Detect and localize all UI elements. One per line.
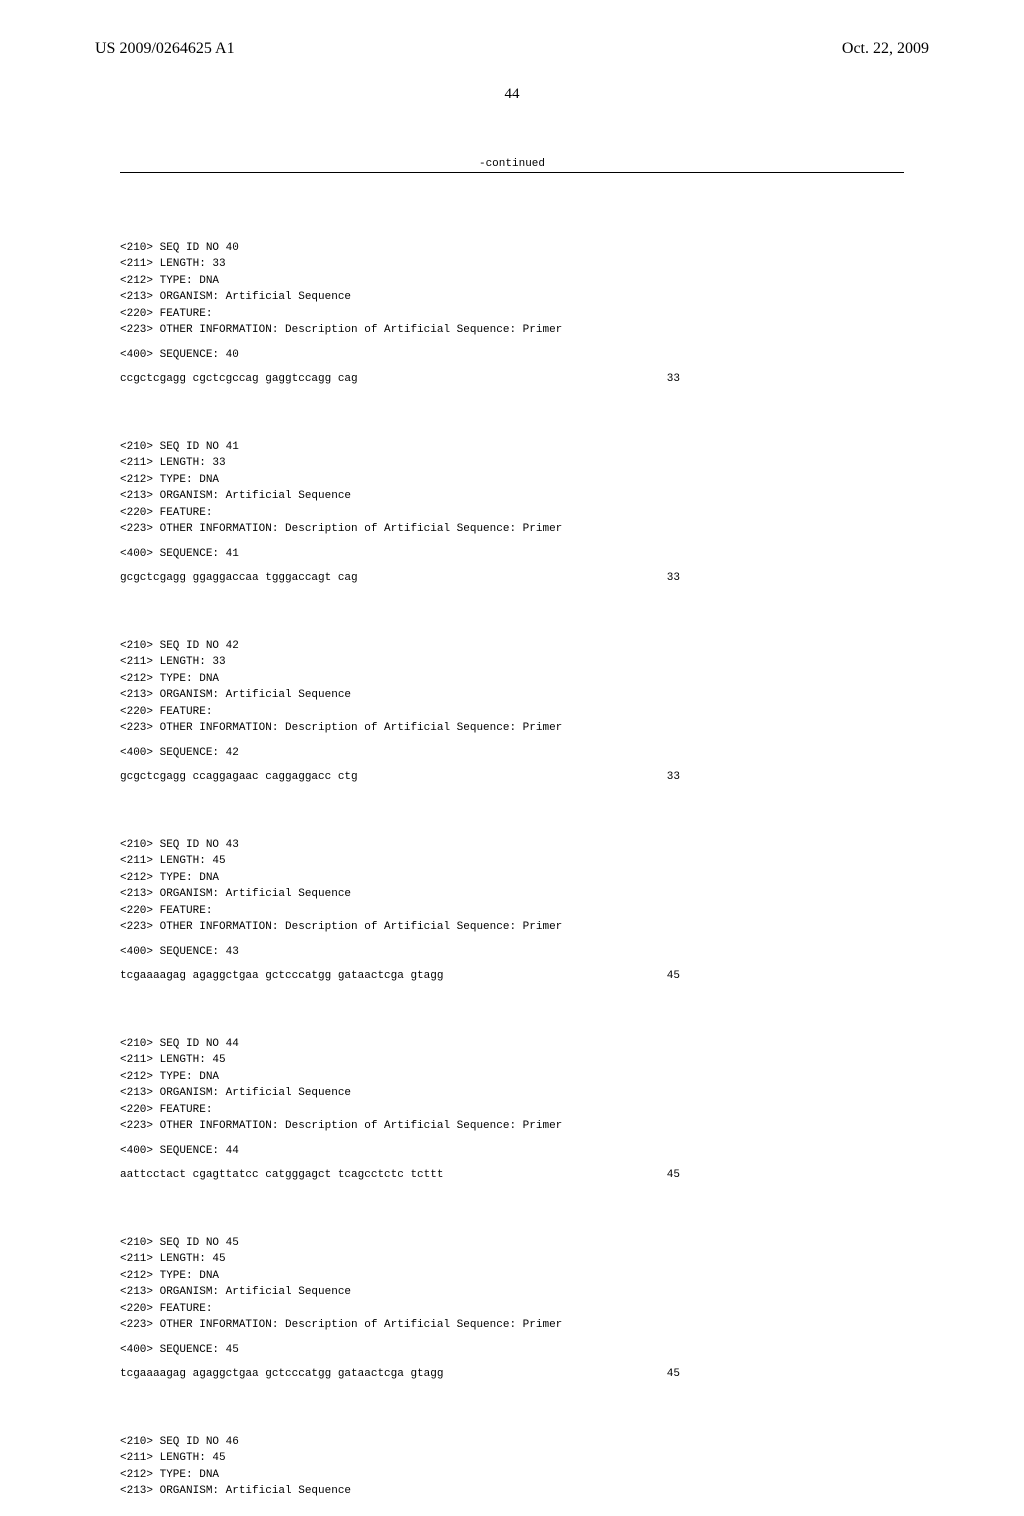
seq-sequence: gcgctcgagg ccaggagaac caggaggacc ctg — [120, 769, 358, 786]
seq-type: <212> TYPE: DNA — [120, 671, 904, 688]
seq-organism: <213> ORGANISM: Artificial Sequence — [120, 1085, 904, 1102]
seq-other-info: <223> OTHER INFORMATION: Description of … — [120, 720, 904, 737]
seq-type: <212> TYPE: DNA — [120, 1069, 904, 1086]
seq-feature: <220> FEATURE: — [120, 1301, 904, 1318]
seq-other-info: <223> OTHER INFORMATION: Description of … — [120, 919, 904, 936]
seq-length: <211> LENGTH: 33 — [120, 455, 904, 472]
seq-entry: <210> SEQ ID NO 46<211> LENGTH: 45<212> … — [120, 1434, 904, 1500]
seq-other-info: <223> OTHER INFORMATION: Description of … — [120, 1317, 904, 1334]
seq-length: <211> LENGTH: 33 — [120, 654, 904, 671]
seq-id: <210> SEQ ID NO 43 — [120, 837, 904, 854]
seq-organism: <213> ORGANISM: Artificial Sequence — [120, 488, 904, 505]
seq-line: tcgaaaagag agaggctgaa gctcccatgg gataact… — [120, 1366, 680, 1383]
seq-label: <400> SEQUENCE: 44 — [120, 1143, 904, 1160]
seq-sequence: tcgaaaagag agaggctgaa gctcccatgg gataact… — [120, 1366, 443, 1383]
seq-sequence: aattcctact cgagttatcc catgggagct tcagcct… — [120, 1167, 443, 1184]
header-left: US 2009/0264625 A1 — [95, 40, 235, 58]
page-number: 44 — [0, 86, 1024, 103]
seq-num: 45 — [667, 1167, 680, 1184]
seq-line: gcgctcgagg ccaggagaac caggaggacc ctg 33 — [120, 769, 680, 786]
seq-entry: <210> SEQ ID NO 40<211> LENGTH: 33<212> … — [120, 240, 904, 388]
seq-num: 33 — [667, 371, 680, 388]
seq-id: <210> SEQ ID NO 44 — [120, 1036, 904, 1053]
seq-other-info: <223> OTHER INFORMATION: Description of … — [120, 322, 904, 339]
seq-entry: <210> SEQ ID NO 44<211> LENGTH: 45<212> … — [120, 1036, 904, 1184]
seq-line: tcgaaaagag agaggctgaa gctcccatgg gataact… — [120, 968, 680, 985]
header-right: Oct. 22, 2009 — [842, 40, 929, 58]
seq-label: <400> SEQUENCE: 43 — [120, 944, 904, 961]
seq-num: 45 — [667, 968, 680, 985]
continued-label: -continued — [0, 158, 1024, 170]
seq-other-info: <223> OTHER INFORMATION: Description of … — [120, 1118, 904, 1135]
seq-organism: <213> ORGANISM: Artificial Sequence — [120, 289, 904, 306]
seq-feature: <220> FEATURE: — [120, 1102, 904, 1119]
seq-label: <400> SEQUENCE: 41 — [120, 546, 904, 563]
seq-sequence: gcgctcgagg ggaggaccaa tgggaccagt cag — [120, 570, 358, 587]
sequence-listing: <210> SEQ ID NO 40<211> LENGTH: 33<212> … — [120, 223, 904, 1516]
seq-id: <210> SEQ ID NO 41 — [120, 439, 904, 456]
seq-length: <211> LENGTH: 45 — [120, 1251, 904, 1268]
seq-type: <212> TYPE: DNA — [120, 870, 904, 887]
seq-line: gcgctcgagg ggaggaccaa tgggaccagt cag 33 — [120, 570, 680, 587]
seq-id: <210> SEQ ID NO 40 — [120, 240, 904, 257]
seq-line: ccgctcgagg cgctcgccag gaggtccagg cag 33 — [120, 371, 680, 388]
seq-length: <211> LENGTH: 33 — [120, 256, 904, 273]
seq-length: <211> LENGTH: 45 — [120, 853, 904, 870]
seq-type: <212> TYPE: DNA — [120, 472, 904, 489]
seq-length: <211> LENGTH: 45 — [120, 1052, 904, 1069]
page-header: US 2009/0264625 A1 Oct. 22, 2009 — [0, 0, 1024, 58]
seq-entry: <210> SEQ ID NO 45<211> LENGTH: 45<212> … — [120, 1235, 904, 1383]
seq-type: <212> TYPE: DNA — [120, 1467, 904, 1484]
seq-entry: <210> SEQ ID NO 41<211> LENGTH: 33<212> … — [120, 439, 904, 587]
seq-num: 45 — [667, 1366, 680, 1383]
seq-line: aattcctact cgagttatcc catgggagct tcagcct… — [120, 1167, 680, 1184]
seq-label: <400> SEQUENCE: 42 — [120, 745, 904, 762]
seq-other-info: <223> OTHER INFORMATION: Description of … — [120, 521, 904, 538]
seq-id: <210> SEQ ID NO 42 — [120, 638, 904, 655]
seq-organism: <213> ORGANISM: Artificial Sequence — [120, 1284, 904, 1301]
seq-type: <212> TYPE: DNA — [120, 273, 904, 290]
seq-num: 33 — [667, 769, 680, 786]
seq-entry: <210> SEQ ID NO 42<211> LENGTH: 33<212> … — [120, 638, 904, 786]
seq-id: <210> SEQ ID NO 45 — [120, 1235, 904, 1252]
seq-feature: <220> FEATURE: — [120, 306, 904, 323]
seq-num: 33 — [667, 570, 680, 587]
seq-organism: <213> ORGANISM: Artificial Sequence — [120, 687, 904, 704]
seq-label: <400> SEQUENCE: 40 — [120, 347, 904, 364]
seq-sequence: ccgctcgagg cgctcgccag gaggtccagg cag — [120, 371, 358, 388]
seq-label: <400> SEQUENCE: 45 — [120, 1342, 904, 1359]
seq-feature: <220> FEATURE: — [120, 704, 904, 721]
seq-organism: <213> ORGANISM: Artificial Sequence — [120, 1483, 904, 1500]
seq-feature: <220> FEATURE: — [120, 505, 904, 522]
seq-id: <210> SEQ ID NO 46 — [120, 1434, 904, 1451]
seq-organism: <213> ORGANISM: Artificial Sequence — [120, 886, 904, 903]
seq-length: <211> LENGTH: 45 — [120, 1450, 904, 1467]
seq-feature: <220> FEATURE: — [120, 903, 904, 920]
seq-type: <212> TYPE: DNA — [120, 1268, 904, 1285]
divider-line — [120, 172, 904, 173]
seq-entry: <210> SEQ ID NO 43<211> LENGTH: 45<212> … — [120, 837, 904, 985]
seq-sequence: tcgaaaagag agaggctgaa gctcccatgg gataact… — [120, 968, 443, 985]
